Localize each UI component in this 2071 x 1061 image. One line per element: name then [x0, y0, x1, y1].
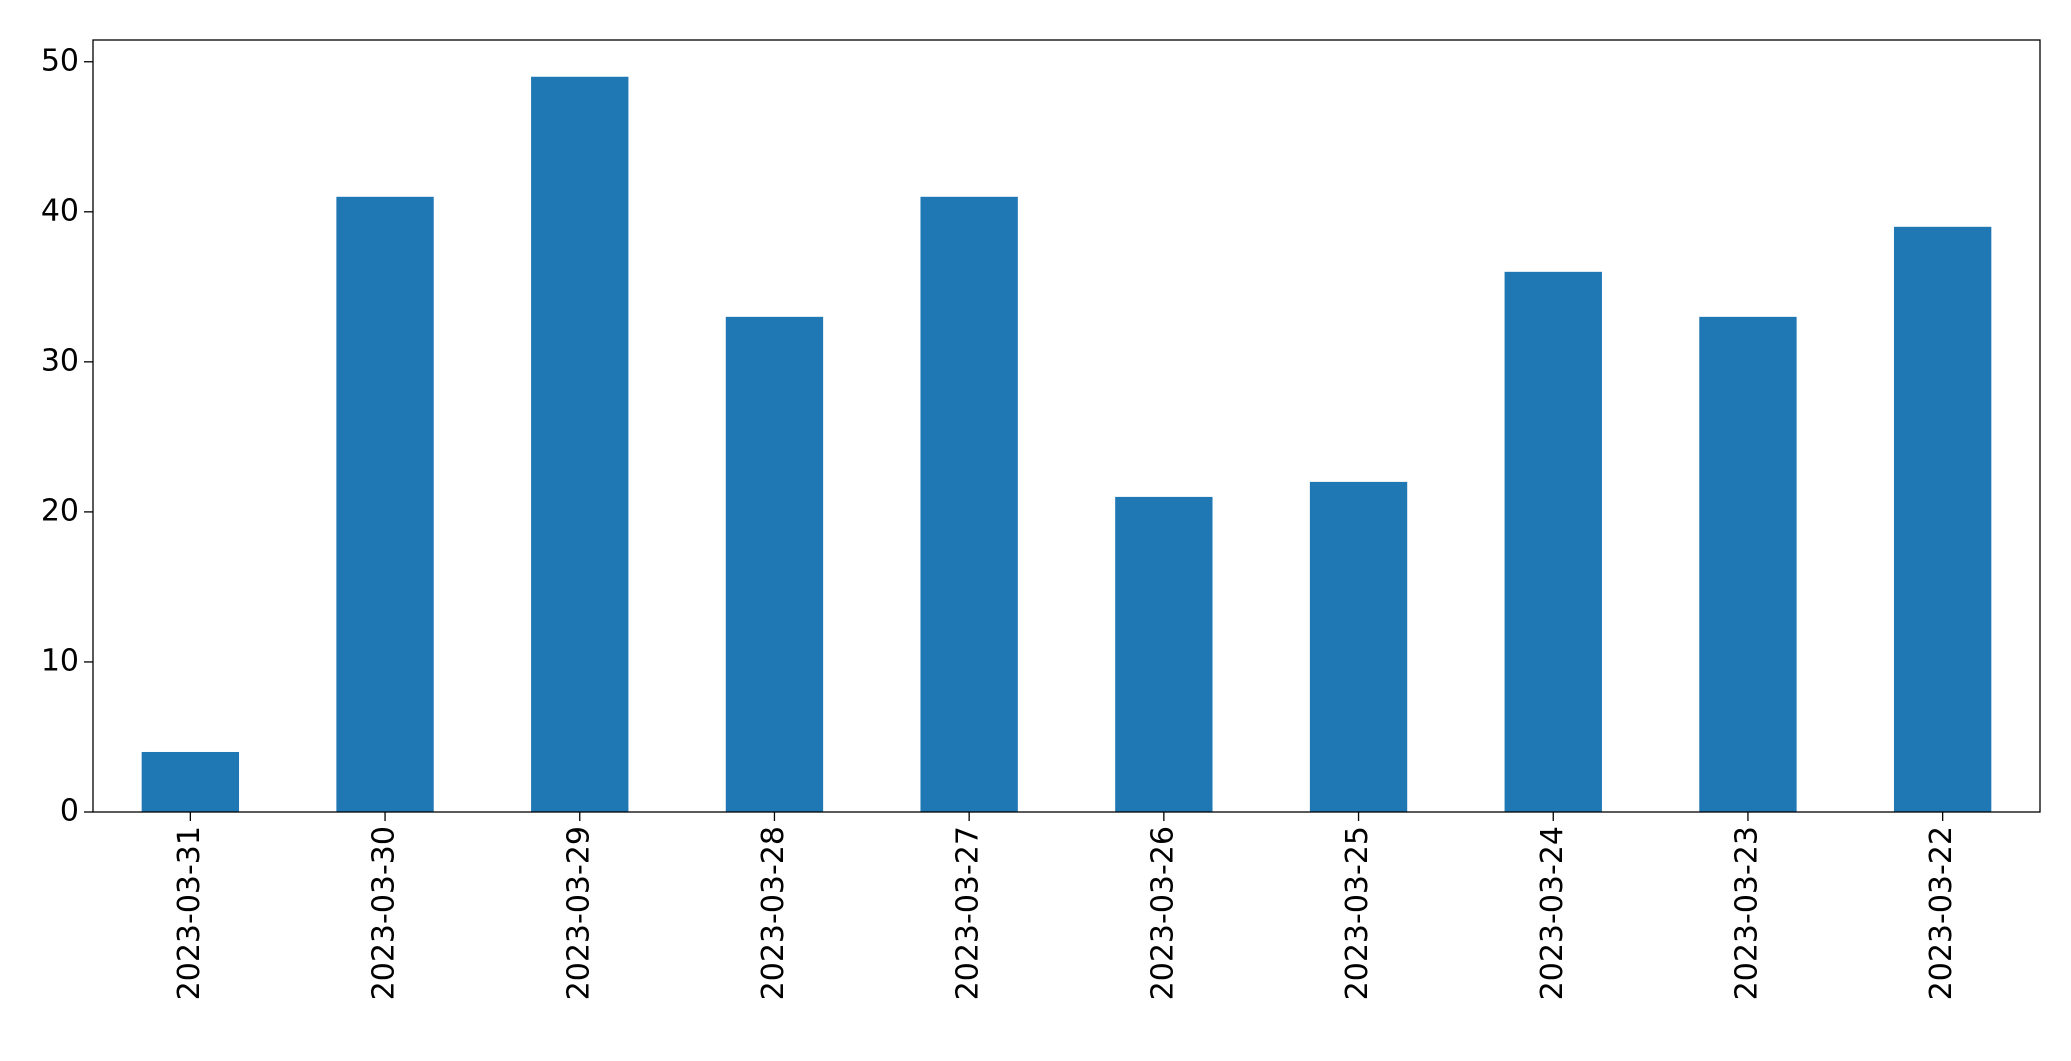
y-tick-label: 20 [41, 493, 79, 528]
bar [1699, 316, 1797, 812]
x-tick-label: 2023-03-30 [367, 826, 402, 1000]
y-tick-label: 40 [41, 193, 79, 228]
y-tick-label: 10 [41, 643, 79, 678]
x-tick-label: 2023-03-23 [1729, 826, 1764, 1000]
y-tick-label: 50 [41, 43, 79, 78]
bar [1893, 226, 1992, 813]
x-tick-label: 2023-03-31 [172, 826, 207, 1000]
bar [336, 196, 434, 812]
bar [1115, 496, 1213, 812]
x-tick-label: 2023-03-22 [1924, 826, 1959, 1000]
y-tick-label: 0 [60, 794, 79, 829]
x-tick-label: 2023-03-25 [1340, 826, 1375, 1000]
bar [141, 751, 240, 812]
x-tick-label: 2023-03-27 [951, 826, 986, 1000]
bar [1504, 271, 1602, 812]
plot-frame [92, 39, 2041, 813]
bar [725, 316, 824, 812]
x-tick-label: 2023-03-29 [561, 826, 596, 1000]
x-tick-label: 2023-03-26 [1145, 826, 1180, 1000]
x-tick-label: 2023-03-28 [756, 826, 791, 1000]
bar [920, 196, 1018, 812]
x-tick-label: 2023-03-24 [1535, 826, 1570, 1000]
y-tick-label: 30 [41, 343, 79, 378]
bar [531, 76, 629, 812]
bar [1309, 481, 1408, 812]
